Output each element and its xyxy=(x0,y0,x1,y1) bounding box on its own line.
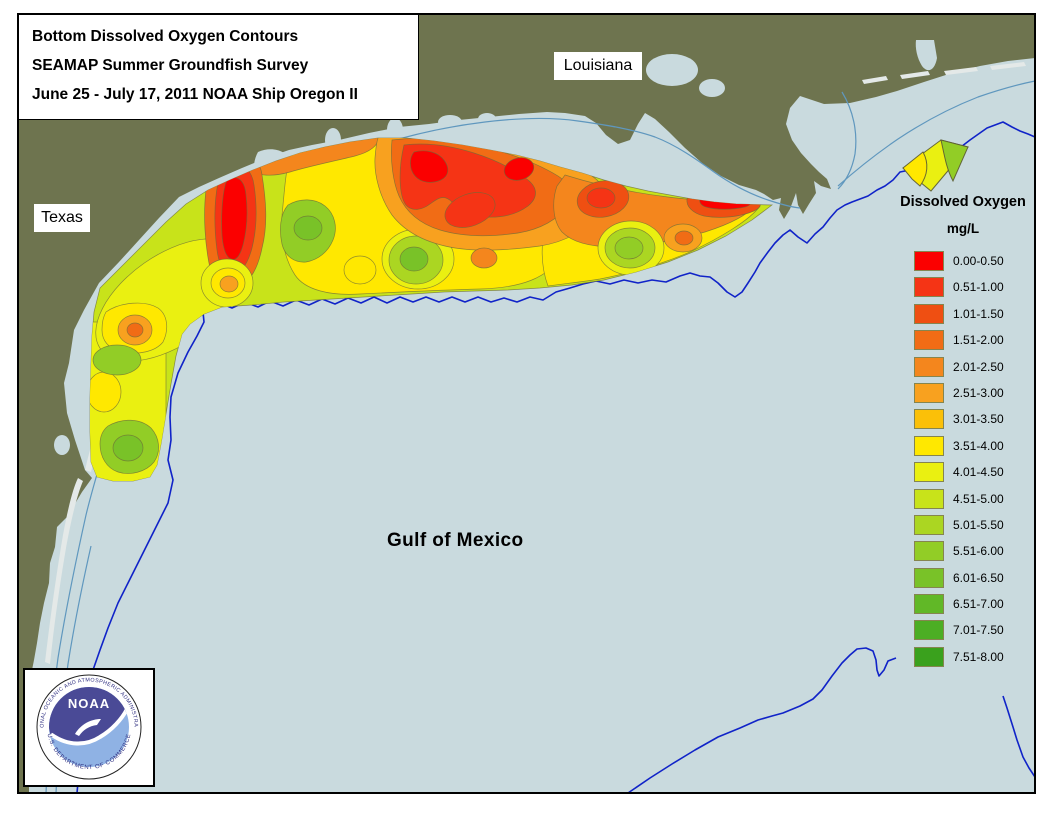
legend-row: 0.51-1.00 xyxy=(914,277,1033,298)
legend-row: 4.51-5.00 xyxy=(914,488,1033,509)
legend-swatch xyxy=(914,541,944,562)
legend-row: 2.01-2.50 xyxy=(914,356,1033,377)
legend-swatch xyxy=(914,646,944,667)
map-title-line1: Bottom Dissolved Oxygen Contours xyxy=(32,28,299,45)
seagull-wing-icon xyxy=(75,719,101,736)
legend-rows: 0.00-0.50 0.51-1.00 1.01-1.50 1.51-2.00 … xyxy=(914,251,1033,667)
legend-range-label: 2.51-3.00 xyxy=(953,385,1004,400)
legend-range-label: 3.51-4.00 xyxy=(953,438,1004,453)
legend-row: 7.51-8.00 xyxy=(914,646,1033,667)
legend-row: 6.01-6.50 xyxy=(914,567,1033,588)
legend-swatch xyxy=(914,435,944,456)
legend-range-label: 5.51-6.00 xyxy=(953,544,1004,559)
map-title-line2: SEAMAP Summer Groundfish Survey xyxy=(32,57,309,74)
legend-row: 4.01-4.50 xyxy=(914,462,1033,483)
legend-range-label: 7.51-8.00 xyxy=(953,649,1004,664)
legend-swatch xyxy=(914,303,944,324)
legend-swatch xyxy=(914,514,944,535)
legend-range-label: 0.00-0.50 xyxy=(953,254,1004,268)
noaa-emblem: NOAA NATIONAL OCEANIC AND ATMOSPHERIC AD… xyxy=(25,670,142,780)
legend-range-label: 2.01-2.50 xyxy=(953,359,1004,374)
legend-row: 3.51-4.00 xyxy=(914,435,1033,456)
legend-row: 2.51-3.00 xyxy=(914,382,1033,403)
legend-range-label: 6.51-7.00 xyxy=(953,597,1004,612)
legend-row: 1.01-1.50 xyxy=(914,303,1033,324)
map-frame-border xyxy=(17,13,1036,794)
land-mass xyxy=(18,14,1035,793)
legend-swatch xyxy=(914,330,944,351)
legend-row: 5.51-6.00 xyxy=(914,541,1033,562)
map-title-line3: June 25 - July 17, 2011 NOAA Ship Oregon… xyxy=(32,86,358,103)
map-title-box: Bottom Dissolved Oxygen Contours SEAMAP … xyxy=(18,14,419,120)
legend-swatch xyxy=(914,356,944,377)
legend-row: 3.01-3.50 xyxy=(914,409,1033,430)
legend-range-label: 1.01-1.50 xyxy=(953,306,1004,321)
label-louisiana: Louisiana xyxy=(554,52,642,80)
legend-swatch xyxy=(914,409,944,430)
legend-swatch xyxy=(914,594,944,615)
detached-survey-block xyxy=(902,139,969,192)
legend-swatch xyxy=(914,251,944,271)
legend-units: mg/L xyxy=(946,221,980,236)
label-texas: Texas xyxy=(34,204,90,232)
legend-swatch xyxy=(914,462,944,483)
shelf-bathymetry-lines xyxy=(76,121,1036,794)
legend-swatch xyxy=(914,620,944,641)
legend-range-label: 3.01-3.50 xyxy=(953,412,1004,427)
legend-range-label: 5.01-5.50 xyxy=(953,517,1004,532)
legend-swatch xyxy=(914,382,944,403)
legend-range-label: 6.01-6.50 xyxy=(953,570,1004,585)
legend-range-label: 0.51-1.00 xyxy=(953,280,1004,295)
legend-row: 7.01-7.50 xyxy=(914,620,1033,641)
legend-swatch xyxy=(914,488,944,509)
label-gulf-of-mexico: Gulf of Mexico xyxy=(387,530,524,551)
legend-row: 5.01-5.50 xyxy=(914,514,1033,535)
legend-row: 0.00-0.50 xyxy=(914,251,1033,271)
legend-range-label: 4.51-5.00 xyxy=(953,491,1004,506)
legend: Dissolved Oxygen mg/L 0.00-0.50 0.51-1.0… xyxy=(893,194,1033,673)
emblem-sky xyxy=(49,687,128,744)
seagull-icon xyxy=(50,707,129,746)
legend-row: 1.51-2.00 xyxy=(914,330,1033,351)
legend-swatch xyxy=(914,277,944,298)
noaa-logo-box: NOAA NATIONAL OCEANIC AND ATMOSPHERIC AD… xyxy=(23,668,155,787)
legend-range-label: 7.01-7.50 xyxy=(953,623,1004,638)
legend-title: Dissolved Oxygen xyxy=(900,194,1026,210)
noaa-acronym: NOAA xyxy=(68,696,110,711)
legend-range-label: 1.51-2.00 xyxy=(953,333,1004,348)
legend-range-label: 4.01-4.50 xyxy=(953,465,1004,480)
legend-swatch xyxy=(914,567,944,588)
legend-row: 6.51-7.00 xyxy=(914,594,1033,615)
